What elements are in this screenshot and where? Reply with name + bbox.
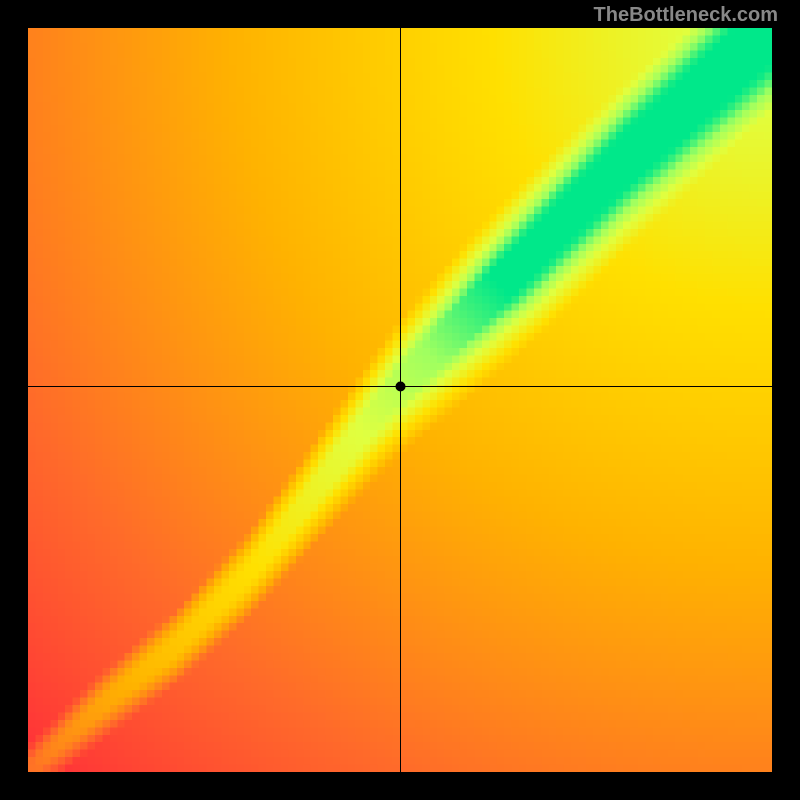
overlay-canvas [28,28,772,772]
chart-root: TheBottleneck.com [0,0,800,800]
watermark-text: TheBottleneck.com [594,4,778,27]
